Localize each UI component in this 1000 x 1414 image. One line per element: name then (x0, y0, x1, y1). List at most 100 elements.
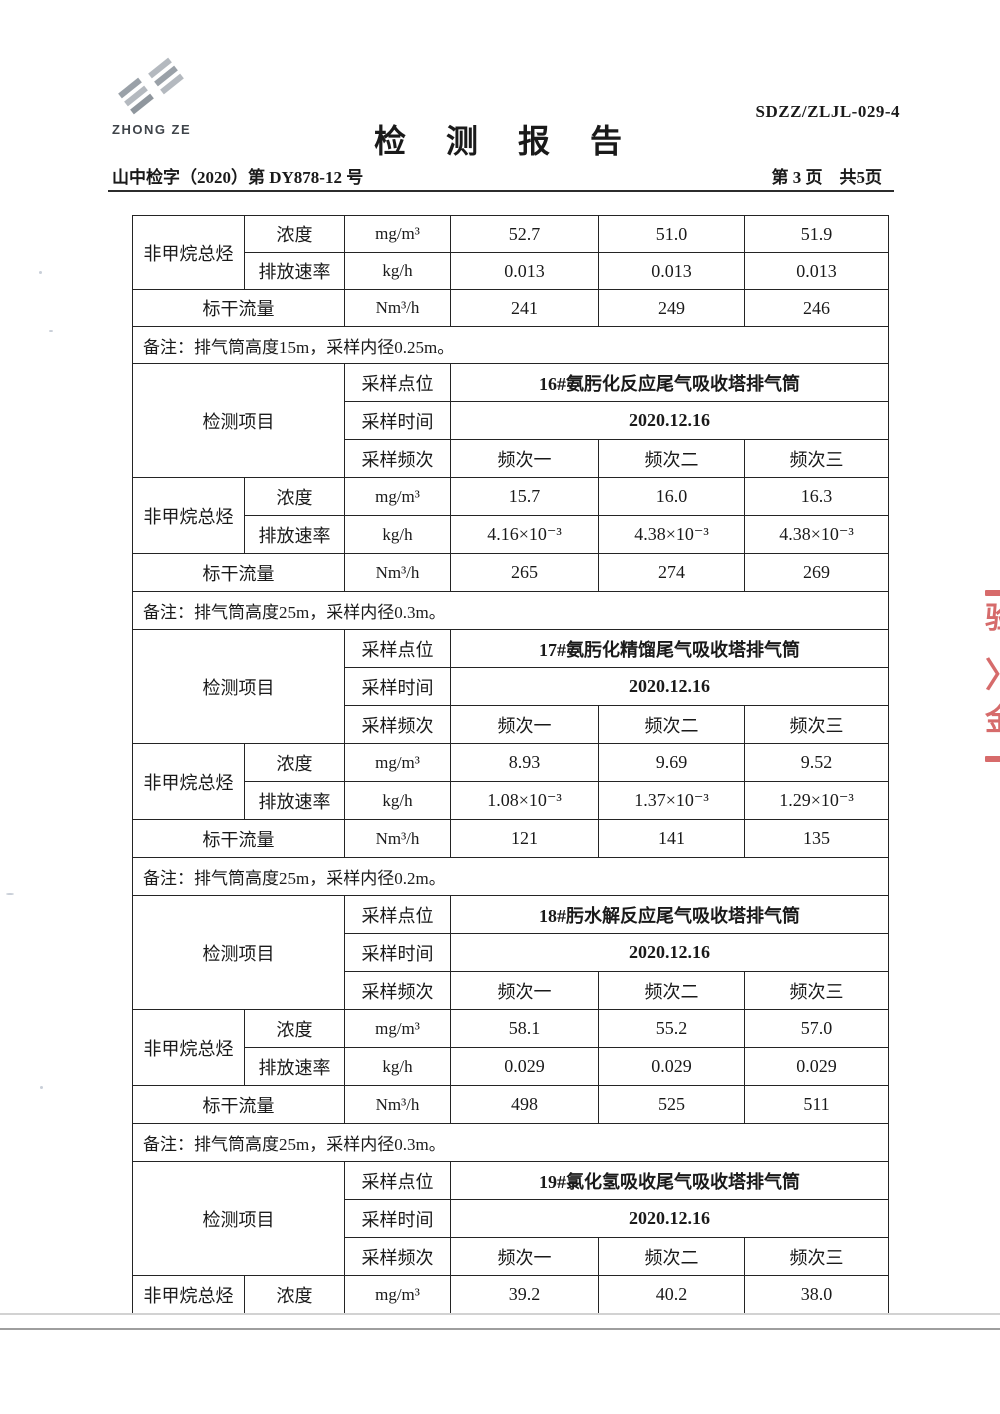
sample-time-label-cell: 采样时间 (344, 667, 451, 706)
conc-value-cell: 52.7 (450, 215, 599, 253)
remark-cell: 备注：排气筒高度25m，采样内径0.3m。 (132, 1123, 889, 1162)
table-row: 排放速率 kg/h 1.08×10⁻³ 1.37×10⁻³ 1.29×10⁻³ (133, 781, 889, 820)
conc-value-cell: 9.52 (744, 743, 889, 782)
sample-point-cell: 18#肟水解反应尾气吸收塔排气筒 (450, 895, 889, 934)
table-row: 检测项目 采样点位 17#氨肟化精馏尾气吸收塔排气筒 (132, 629, 889, 744)
flow-value-cell: 121 (450, 819, 599, 858)
param-cell: 非甲烷总烃 (132, 215, 245, 290)
sample-time-cell: 2020.12.16 (450, 667, 889, 706)
conc-value-cell: 16.3 (744, 477, 889, 516)
rate-label-cell: 排放速率 (244, 515, 345, 554)
conc-value-cell: 39.2 (450, 1275, 599, 1314)
table-row: 采样时间 2020.12.16 (133, 667, 889, 706)
conc-value-cell: 57.0 (744, 1009, 889, 1048)
table-row: 采样频次 频次一 频次二 频次三 (133, 439, 889, 478)
table-row: 排放速率 kg/h 0.013 0.013 0.013 (133, 252, 889, 290)
flow-value-cell: 141 (598, 819, 745, 858)
freq1-cell: 频次一 (450, 705, 599, 744)
flow-value-cell: 135 (744, 819, 889, 858)
conc-value-cell: 8.93 (450, 743, 599, 782)
scan-speck (40, 1086, 43, 1089)
table-row: 非甲烷总烃 浓度 mg/m³ 8.93 9.69 9.52 (132, 743, 889, 820)
rate-label-cell: 排放速率 (244, 781, 345, 820)
table-row: 备注：排气筒高度15m，采样内径0.25m。 (132, 326, 889, 364)
document-code: SDZZ/ZLJL-029-4 (755, 102, 900, 121)
sample-freq-label-cell: 采样频次 (344, 439, 451, 478)
conc-value-cell: 40.2 (598, 1275, 745, 1314)
flow-unit-cell: Nm³/h (344, 819, 451, 858)
sample-time-label-cell: 采样时间 (344, 1199, 451, 1238)
table-row: 排放速率 kg/h 4.16×10⁻³ 4.38×10⁻³ 4.38×10⁻³ (133, 515, 889, 554)
conc-value-cell: 9.69 (598, 743, 745, 782)
rate-unit-cell: kg/h (344, 515, 451, 554)
sample-point-cell: 16#氨肟化反应尾气吸收塔排气筒 (450, 363, 889, 402)
param-cell: 非甲烷总烃 (132, 1009, 245, 1086)
conc-label-cell: 浓度 (244, 1275, 345, 1314)
rate-value-cell: 0.029 (450, 1047, 599, 1086)
conc-unit-cell: mg/m³ (344, 1009, 451, 1048)
scan-speck (49, 330, 53, 332)
conc-value-cell: 15.7 (450, 477, 599, 516)
conc-label-cell: 浓度 (244, 477, 345, 516)
table-row: 采样时间 2020.12.16 (133, 401, 889, 440)
param-cell: 非甲烷总烃 (132, 1275, 245, 1314)
rate-value-cell: 0.029 (598, 1047, 745, 1086)
logo-stripes-icon (118, 57, 184, 115)
flow-unit-cell: Nm³/h (344, 553, 451, 592)
rate-unit-cell: kg/h (344, 1047, 451, 1086)
flow-value-cell: 498 (450, 1085, 599, 1124)
sample-point-label-cell: 采样点位 (344, 363, 451, 402)
scan-edge-line (0, 1328, 1000, 1330)
table-row: 非甲烷总烃 浓度 mg/m³ 52.7 51.0 51.9 (132, 215, 889, 290)
report-number: 山中检字（2020）第 DY878-12 号 (112, 168, 364, 187)
item-cell: 检测项目 (132, 363, 345, 478)
freq3-cell: 频次三 (744, 971, 889, 1010)
freq2-cell: 频次二 (598, 971, 745, 1010)
sample-time-label-cell: 采样时间 (344, 401, 451, 440)
flow-label-cell: 标干流量 (132, 289, 345, 327)
rate-value-cell: 0.029 (744, 1047, 889, 1086)
rate-label-cell: 排放速率 (244, 252, 345, 290)
flow-unit-cell: Nm³/h (344, 289, 451, 327)
conc-unit-cell: mg/m³ (344, 215, 451, 253)
rate-label-cell: 排放速率 (244, 1047, 345, 1086)
rate-value-cell: 0.013 (744, 252, 889, 290)
table-row: 标干流量 Nm³/h 265 274 269 (132, 553, 889, 592)
conc-value-cell: 16.0 (598, 477, 745, 516)
flow-value-cell: 246 (744, 289, 889, 327)
sample-freq-label-cell: 采样频次 (344, 1237, 451, 1276)
table-row: 非甲烷总烃 浓度 mg/m³ 39.2 40.2 38.0 (132, 1275, 889, 1314)
table-row: 检测项目 采样点位 18#肟水解反应尾气吸收塔排气筒 (132, 895, 889, 1010)
param-cell: 非甲烷总烃 (132, 477, 245, 554)
scan-speck (6, 893, 14, 895)
sample-point-label-cell: 采样点位 (344, 1161, 451, 1200)
item-cell: 检测项目 (132, 895, 345, 1010)
seal-stroke (985, 590, 1000, 596)
freq3-cell: 频次三 (744, 705, 889, 744)
sample-time-cell: 2020.12.16 (450, 933, 889, 972)
table-row: 非甲烷总烃 浓度 mg/m³ 58.1 55.2 57.0 (132, 1009, 889, 1086)
flow-unit-cell: Nm³/h (344, 1085, 451, 1124)
rate-value-cell: 0.013 (450, 252, 599, 290)
freq1-cell: 频次一 (450, 439, 599, 478)
conc-value-cell: 51.0 (598, 215, 745, 253)
flow-value-cell: 269 (744, 553, 889, 592)
page-number: 第 3 页 共5页 (771, 168, 883, 187)
sample-time-label-cell: 采样时间 (344, 933, 451, 972)
conc-value-cell: 51.9 (744, 215, 889, 253)
conc-unit-cell: mg/m³ (344, 743, 451, 782)
seal-stroke (985, 756, 1000, 762)
red-seal-fragment: 验 〉 金 (976, 584, 1000, 776)
freq3-cell: 频次三 (744, 1237, 889, 1276)
freq2-cell: 频次二 (598, 705, 745, 744)
sample-point-label-cell: 采样点位 (344, 895, 451, 934)
conc-label-cell: 浓度 (244, 743, 345, 782)
sample-time-cell: 2020.12.16 (450, 1199, 889, 1238)
sample-point-cell: 19#氯化氢吸收尾气吸收塔排气筒 (450, 1161, 889, 1200)
remark-cell: 备注：排气筒高度15m，采样内径0.25m。 (132, 326, 889, 364)
scan-speck (39, 271, 42, 274)
rate-unit-cell: kg/h (344, 781, 451, 820)
rate-value-cell: 1.37×10⁻³ (598, 781, 745, 820)
conc-value-cell: 55.2 (598, 1009, 745, 1048)
